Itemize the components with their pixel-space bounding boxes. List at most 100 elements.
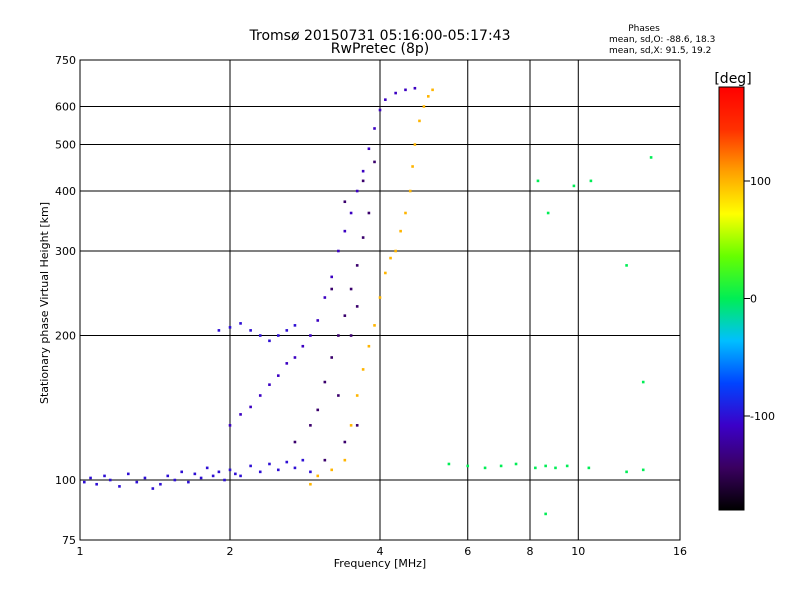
data-point — [276, 334, 280, 337]
x-tick-label: 10 — [571, 545, 585, 558]
data-point — [544, 464, 547, 468]
data-point — [293, 466, 297, 470]
data-point — [589, 179, 593, 183]
data-point — [249, 329, 252, 332]
data-point — [95, 482, 98, 486]
data-point — [173, 478, 177, 482]
data-point — [404, 88, 407, 92]
data-point — [276, 374, 280, 377]
data-point — [330, 275, 334, 279]
data-point — [180, 470, 184, 474]
data-point — [349, 211, 353, 215]
data-point — [323, 380, 327, 384]
data-point — [309, 482, 312, 486]
data-point — [373, 127, 376, 130]
data-point — [355, 424, 359, 427]
data-point — [361, 179, 365, 183]
data-point — [466, 464, 470, 468]
grid-lines — [80, 60, 680, 540]
x-tick-label: 16 — [673, 545, 687, 558]
data-point — [228, 424, 232, 427]
data-point — [151, 487, 155, 490]
data-point — [572, 184, 576, 188]
data-point — [404, 211, 407, 215]
data-point — [384, 98, 387, 101]
stats-o-mode: mean, sd,O: -88.6, 18.3 — [609, 35, 715, 45]
data-point — [355, 305, 359, 308]
data-point — [205, 466, 209, 470]
data-point — [499, 464, 503, 468]
data-point — [309, 470, 312, 474]
data-point — [223, 478, 226, 482]
chart-subtitle: RwPretec (8p) — [331, 41, 429, 57]
data-point — [193, 472, 197, 476]
data-point — [411, 165, 414, 168]
data-point — [373, 324, 376, 327]
data-point — [349, 424, 353, 427]
data-point — [384, 271, 387, 275]
data-point — [330, 468, 334, 472]
data-point — [389, 256, 392, 260]
data-point — [554, 466, 557, 470]
data-point — [285, 329, 289, 332]
data-point — [301, 344, 305, 348]
data-point — [268, 339, 271, 343]
data-point — [268, 383, 271, 386]
data-point — [343, 229, 347, 233]
data-point — [337, 334, 340, 337]
data-point — [399, 229, 402, 233]
data-point — [514, 462, 518, 466]
data-point — [199, 476, 203, 480]
data-point — [544, 512, 547, 516]
data-point — [394, 91, 397, 95]
y-tick-label: 300 — [55, 245, 76, 258]
data-point — [343, 200, 347, 204]
data-point — [413, 86, 417, 90]
data-point — [249, 464, 252, 468]
x-tick-label: 6 — [464, 545, 471, 558]
y-axis-label: Stationary phase Virtual Height [km] — [38, 202, 51, 404]
data-point — [217, 470, 221, 474]
data-point — [534, 466, 537, 470]
data-point — [228, 326, 232, 329]
data-point — [330, 356, 334, 359]
data-point — [249, 405, 252, 409]
data-point — [367, 147, 371, 151]
y-tick-label: 600 — [55, 101, 76, 114]
data-point — [316, 408, 320, 412]
y-tick-label: 400 — [55, 185, 76, 198]
data-point — [408, 189, 412, 193]
data-point — [361, 368, 365, 371]
data-point — [82, 480, 86, 484]
data-point — [323, 296, 327, 299]
colorbar — [718, 86, 745, 511]
data-point — [239, 322, 242, 325]
data-point — [217, 329, 221, 332]
data-point — [361, 236, 365, 239]
data-point — [258, 334, 262, 337]
data-point — [268, 462, 271, 466]
colorbar-tick-label: 0 — [750, 293, 757, 306]
x-tick-labels: 1 2 4 6 8 10 16 — [77, 545, 688, 558]
data-point — [367, 211, 371, 215]
data-point — [108, 478, 112, 482]
data-point — [367, 344, 371, 348]
data-point — [625, 264, 628, 267]
data-points — [82, 86, 653, 516]
data-point — [587, 466, 591, 470]
data-point — [349, 334, 353, 337]
x-tick-label: 2 — [227, 545, 234, 558]
x-tick-label: 8 — [527, 545, 534, 558]
data-point — [228, 468, 232, 472]
data-point — [337, 249, 340, 253]
data-point — [641, 380, 645, 384]
data-point — [285, 362, 289, 365]
data-point — [309, 424, 312, 427]
data-point — [546, 211, 550, 215]
data-point — [337, 394, 340, 397]
data-point — [89, 476, 92, 480]
data-point — [349, 287, 353, 291]
data-point — [316, 474, 320, 478]
colorbar-label: [deg] — [714, 71, 751, 87]
